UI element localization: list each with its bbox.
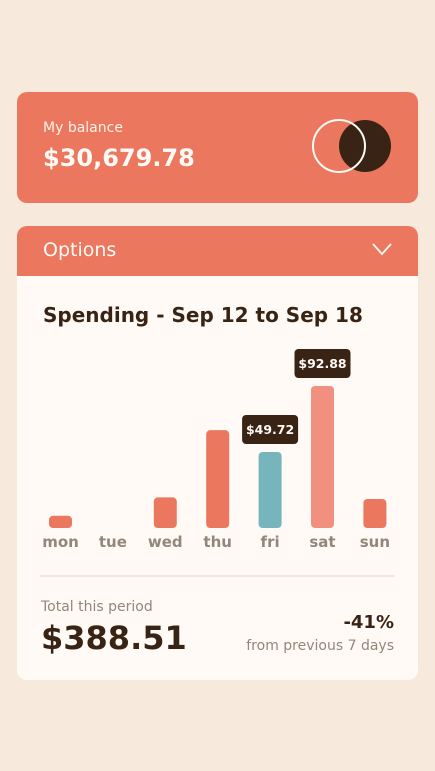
- options-dropdown[interactable]: Options: [17, 226, 418, 276]
- two-circles-logo-icon: [312, 119, 391, 173]
- tooltip-label-fri: $49.72: [246, 422, 294, 437]
- day-label-tue: tue: [99, 533, 127, 551]
- chevron-down-icon[interactable]: [372, 242, 392, 256]
- day-label-wed: wed: [148, 533, 183, 551]
- bar-rect-wed[interactable]: [153, 497, 177, 528]
- bar-rect-sat[interactable]: [311, 386, 334, 528]
- bar-rect-sun[interactable]: [363, 498, 387, 528]
- bar-sun[interactable]: sun: [360, 498, 390, 551]
- bar-rect-mon[interactable]: [49, 515, 72, 528]
- day-label-sun: sun: [360, 533, 390, 551]
- spending-card: Options Spending - Sep 12 to Sep 18 mon t…: [17, 226, 418, 680]
- balance-amount: $30,679.78: [43, 144, 195, 172]
- change-label: from previous 7 days: [246, 638, 394, 654]
- day-label-mon: mon: [42, 533, 79, 551]
- total-value: $388.51: [41, 619, 187, 657]
- change-percentage: -41%: [343, 612, 394, 633]
- bar-rect-thu[interactable]: [206, 430, 230, 528]
- divider: [40, 575, 395, 577]
- total-label: Total this period: [41, 599, 153, 615]
- options-label: Options: [43, 239, 117, 261]
- bar-wed[interactable]: wed: [148, 497, 183, 551]
- bar-fri[interactable]: fri $49.72: [242, 414, 299, 551]
- day-label-sat: sat: [309, 533, 335, 551]
- tooltip-sat: [294, 349, 351, 378]
- balance-label: My balance: [43, 120, 123, 136]
- spending-bar-chart: mon tue wed thu fri $49.72 sat $92.88 sun: [42, 349, 390, 551]
- day-label-fri: fri: [261, 533, 280, 551]
- bar-rect-fri[interactable]: [258, 451, 282, 528]
- spending-title: Spending - Sep 12 to Sep 18: [43, 303, 363, 327]
- bar-tue[interactable]: tue: [99, 533, 127, 551]
- balance-card: My balance $30,679.78: [17, 92, 418, 203]
- day-label-thu: thu: [203, 533, 232, 551]
- tooltip-fri: [242, 414, 299, 444]
- bar-thu[interactable]: thu: [203, 430, 232, 551]
- bar-mon[interactable]: mon: [42, 515, 79, 551]
- bar-sat[interactable]: sat $92.88: [294, 349, 351, 551]
- tooltip-label-sat: $92.88: [298, 356, 346, 371]
